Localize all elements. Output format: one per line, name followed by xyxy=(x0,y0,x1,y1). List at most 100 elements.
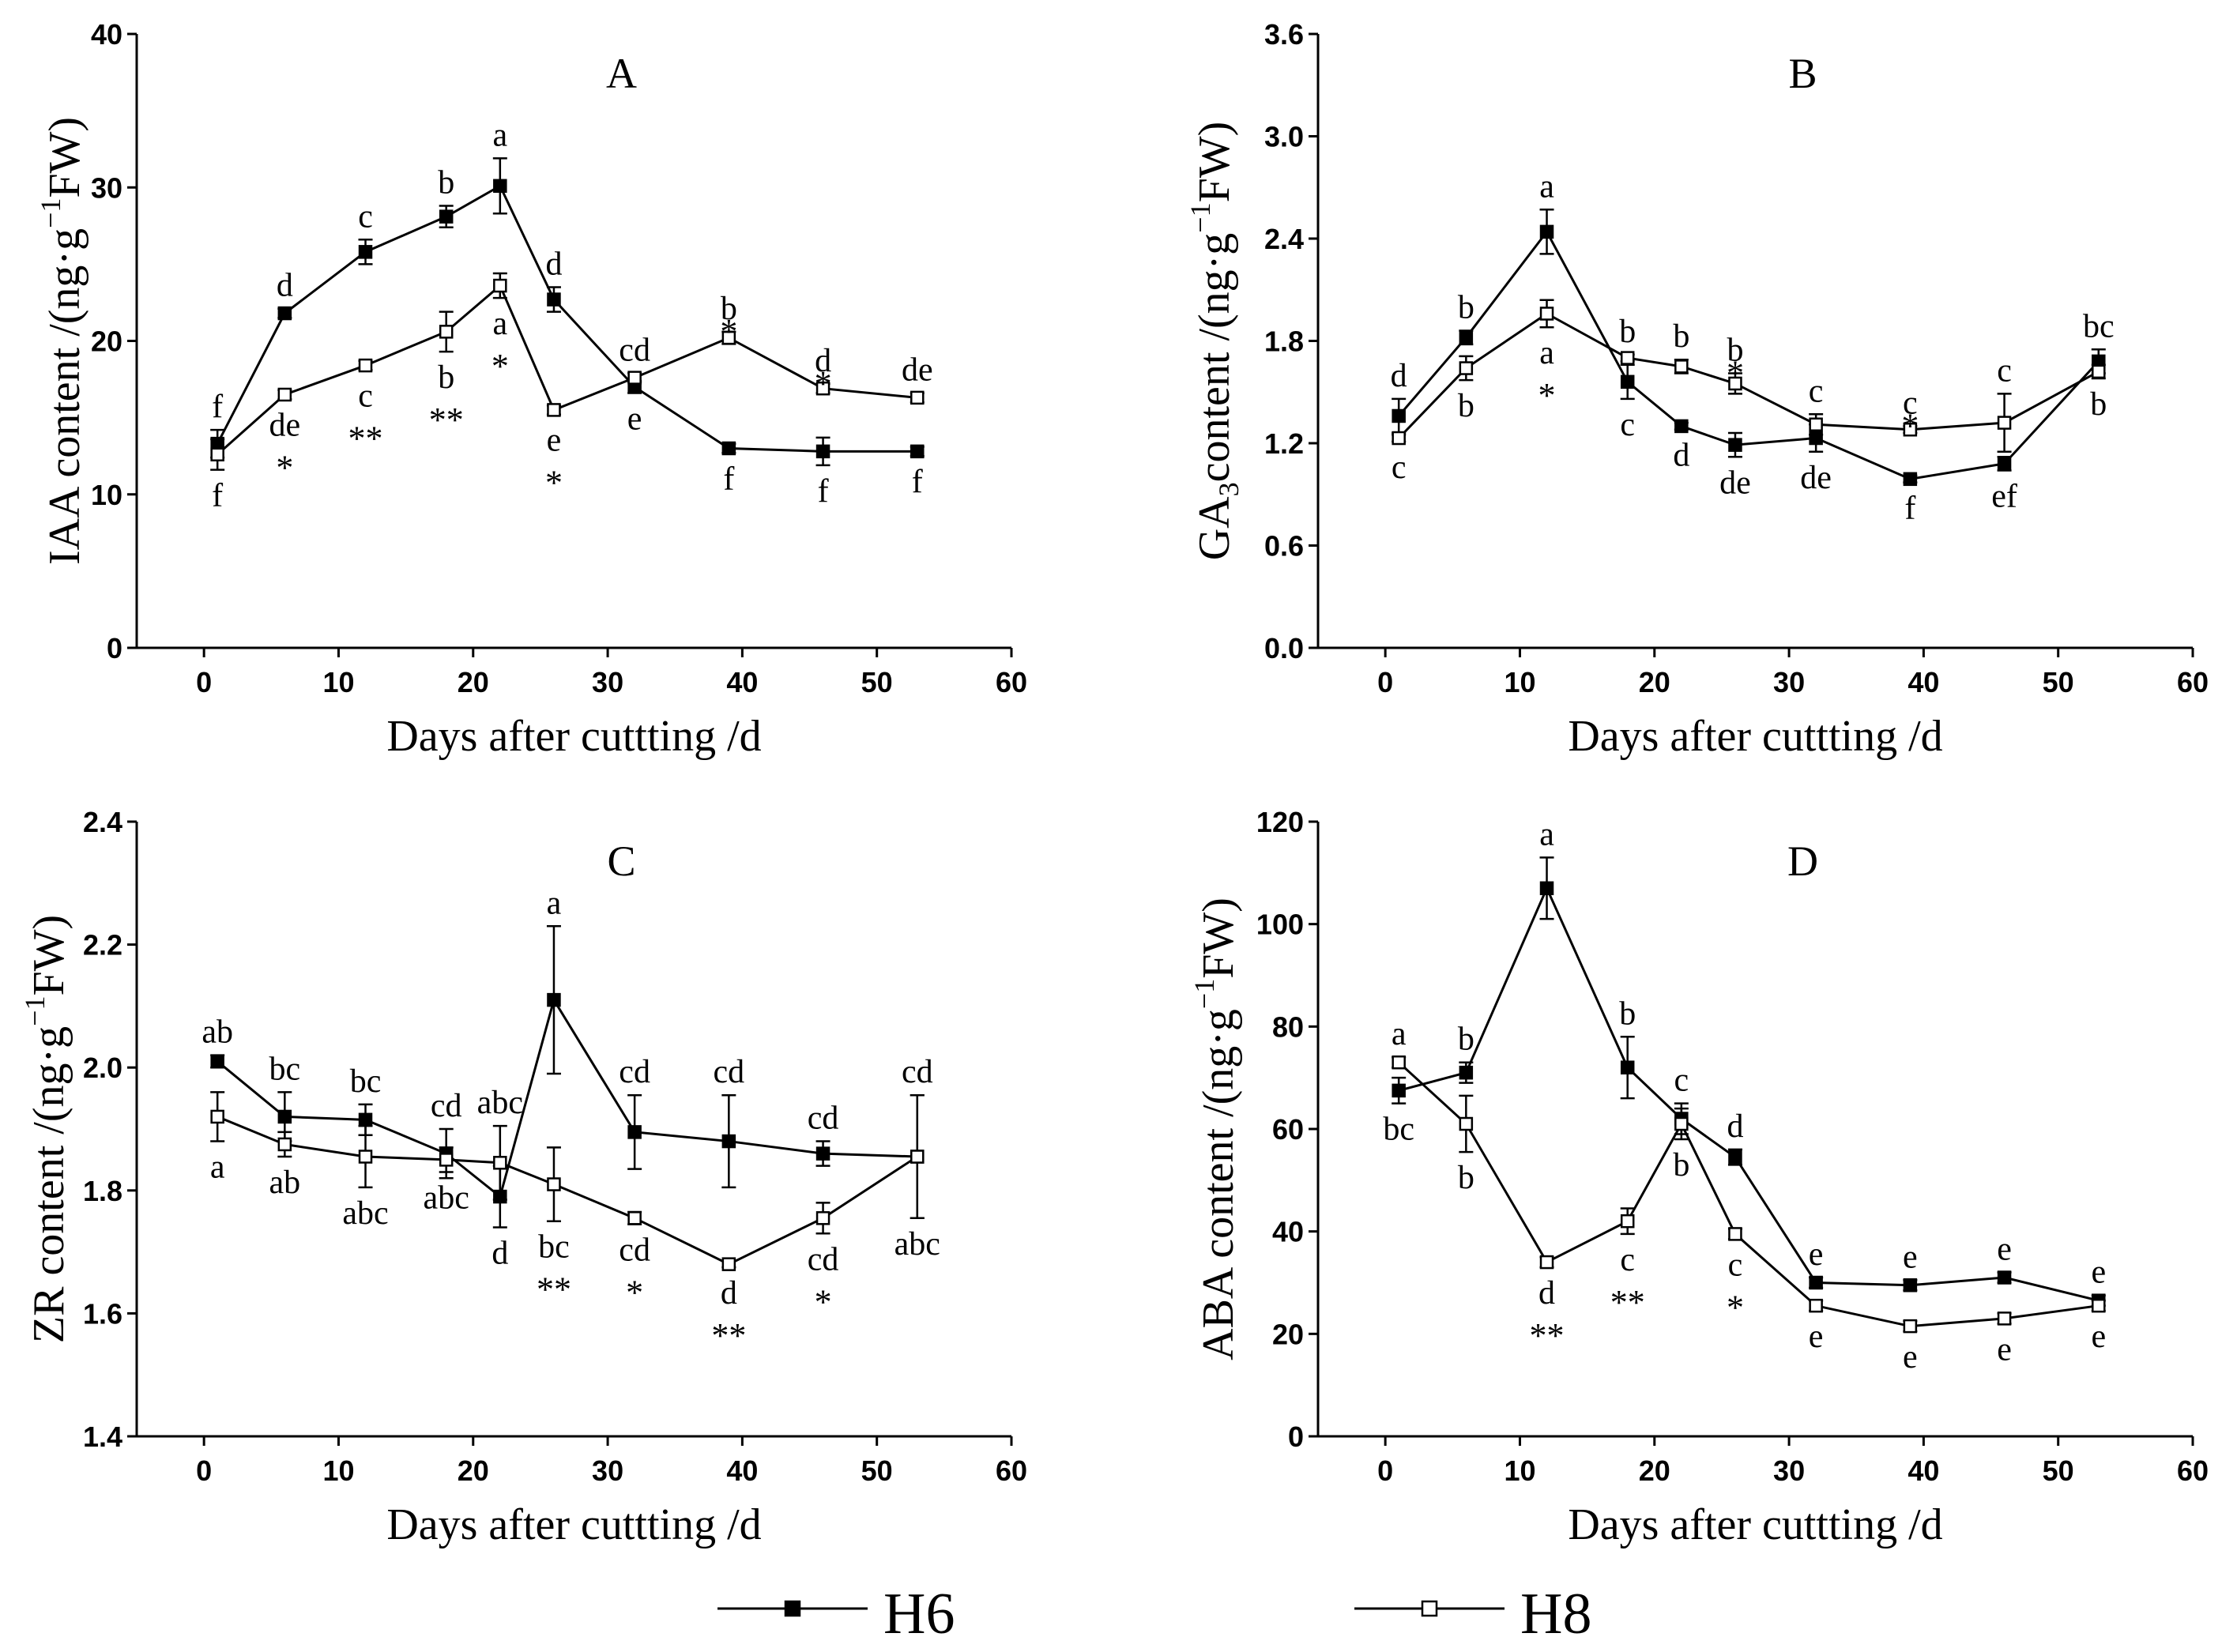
x-tick-label: 10 xyxy=(1504,1454,1535,1487)
data-point-h8 xyxy=(1997,1311,2012,1326)
significance-asterisk: * xyxy=(626,1274,643,1312)
data-point-h8 xyxy=(1674,1116,1689,1131)
y-tick-label: 20 xyxy=(91,326,122,358)
panel-d: 0 20 40 60 80 100 120 0 10 20 30 40 50 60 D Days after … xyxy=(1188,806,2209,1549)
significance-letter: c xyxy=(1728,1247,1743,1283)
y-axis-label-rest: FW) xyxy=(1190,122,1239,203)
data-point-h6 xyxy=(910,444,925,459)
significance-letter: b xyxy=(438,165,454,201)
data-point-h6 xyxy=(547,992,561,1007)
significance-asterisk: ** xyxy=(429,401,464,439)
legend-h8-label: H8 xyxy=(1520,1582,1591,1646)
significance-letter: b xyxy=(438,359,454,396)
y-axis-label: ABA content /(ng·g−1FW) xyxy=(1188,897,1243,1360)
significance-letter: d xyxy=(277,268,293,304)
series-line-h6 xyxy=(1398,229,2100,480)
significance-letter: d xyxy=(815,343,831,379)
significance-letter: b xyxy=(1458,388,1474,424)
significance-letter: c xyxy=(1997,352,2012,389)
significance-letter: d xyxy=(1391,358,1407,394)
significance-letter: b xyxy=(1619,314,1636,350)
significance-letter: d xyxy=(1673,438,1689,474)
data-point-h8 xyxy=(627,1211,642,1225)
data-point-h8 xyxy=(1674,359,1689,374)
significance-letter: b xyxy=(1458,290,1474,326)
significance-letter: f xyxy=(818,473,829,510)
panel-c: 1.4 1.6 1.8 2.0 2.2 2.4 0 10 20 30 40 50 60 C Days aft… xyxy=(19,806,1027,1549)
significance-asterisk: * xyxy=(545,464,563,502)
significance-letter: abc xyxy=(894,1226,940,1263)
y-axis-label-main: GA xyxy=(1190,496,1239,560)
x-tick-label: 50 xyxy=(861,1454,893,1487)
data-point-h6 xyxy=(1997,457,2012,471)
data-point-h8 xyxy=(547,403,561,417)
significance-asterisk: * xyxy=(1538,376,1556,415)
significance-letter: e xyxy=(2091,1319,2106,1355)
significance-letter: c xyxy=(1392,450,1407,486)
x-tick-label: 30 xyxy=(1773,1454,1805,1487)
significance-letter: abc xyxy=(342,1195,388,1232)
y-tick-label: 1.8 xyxy=(1264,326,1304,358)
data-point-h8 xyxy=(627,371,642,385)
significance-letter: de xyxy=(269,407,301,443)
significance-letter: bc xyxy=(538,1229,570,1266)
y-tick-label: 3.6 xyxy=(1264,18,1304,51)
x-tick-label: 0 xyxy=(1377,1454,1393,1487)
significance-letter: e xyxy=(1997,1232,2012,1268)
x-tick-label: 60 xyxy=(2177,666,2209,698)
y-tick-label: 120 xyxy=(1256,806,1304,838)
significance-asterisk: * xyxy=(1901,406,1919,445)
y-axis-label-rest: FW) xyxy=(1194,897,1243,979)
significance-letter: cd xyxy=(714,1054,745,1090)
data-point-h6 xyxy=(1620,1060,1635,1074)
significance-letter: a xyxy=(210,1150,225,1186)
series-h8: f de c b a e cd b d de xyxy=(210,272,933,514)
y-axis-label: IAA content /(ng·g−1FW) xyxy=(35,117,89,565)
y-tick-label: 40 xyxy=(91,18,122,51)
y-tick-label: 10 xyxy=(91,479,122,511)
significance-letter: e xyxy=(2091,1255,2106,1291)
significance-letter: de xyxy=(902,352,933,389)
y-axis-label-superscript: −1 xyxy=(35,198,66,228)
significance-letter: c xyxy=(1674,1063,1689,1099)
y-tick-label: 0 xyxy=(107,632,122,664)
data-point-h8 xyxy=(1620,351,1635,365)
x-tick-label: 20 xyxy=(458,666,489,698)
significance-letter: cd xyxy=(902,1054,933,1090)
legend-h6-marker xyxy=(784,1600,801,1617)
data-point-h6 xyxy=(210,1054,224,1069)
y-axis-label-mid: content /(ng·g xyxy=(1190,233,1239,483)
significance-letter: b xyxy=(1458,1022,1474,1058)
data-point-h6 xyxy=(358,1112,373,1127)
data-point-h8 xyxy=(210,1109,224,1124)
significance-letter: bc xyxy=(2083,308,2115,344)
y-tick-label: 2.2 xyxy=(83,929,122,961)
significance-asterisk: * xyxy=(276,448,293,487)
y-tick-label: 0 xyxy=(1288,1421,1304,1453)
significance-letter: a xyxy=(1539,168,1554,205)
data-point-h8 xyxy=(2092,1298,2106,1313)
significance-letter: a xyxy=(547,885,562,921)
data-point-h8 xyxy=(1997,416,2012,430)
significance-letter: de xyxy=(1719,465,1751,501)
significance-letter: b xyxy=(1673,318,1689,355)
y-tick-label: 1.2 xyxy=(1264,427,1304,460)
x-tick-label: 10 xyxy=(322,1454,354,1487)
data-point-h8 xyxy=(1392,1055,1406,1070)
data-point-h6 xyxy=(1728,1150,1742,1165)
data-point-h6 xyxy=(815,444,830,459)
x-tick-label: 0 xyxy=(1377,666,1393,698)
significance-letter: cd xyxy=(431,1088,462,1124)
data-point-h8 xyxy=(910,390,925,405)
x-tick-label: 50 xyxy=(861,666,893,698)
data-point-h8 xyxy=(277,387,292,402)
y-tick-label: 40 xyxy=(1272,1216,1304,1248)
significance-asterisk: ** xyxy=(1610,1283,1645,1322)
significance-letter: b xyxy=(1727,333,1743,369)
x-tick-label: 40 xyxy=(726,1454,758,1487)
significance-asterisk: * xyxy=(1727,1288,1744,1326)
